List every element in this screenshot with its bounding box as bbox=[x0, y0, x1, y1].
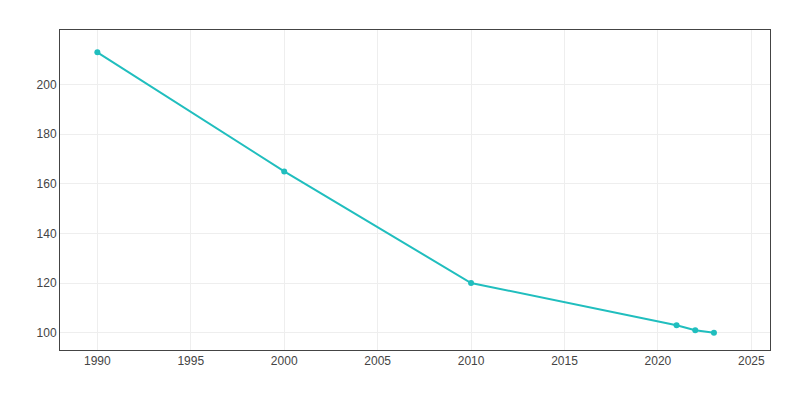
svg-text:180: 180 bbox=[37, 127, 57, 141]
svg-text:2000: 2000 bbox=[271, 354, 298, 368]
svg-text:200: 200 bbox=[37, 78, 57, 92]
svg-text:140: 140 bbox=[37, 227, 57, 241]
svg-text:2025: 2025 bbox=[738, 354, 765, 368]
svg-text:100: 100 bbox=[37, 326, 57, 340]
svg-text:2010: 2010 bbox=[458, 354, 485, 368]
svg-text:1990: 1990 bbox=[84, 354, 111, 368]
svg-text:2005: 2005 bbox=[364, 354, 391, 368]
svg-text:2020: 2020 bbox=[645, 354, 672, 368]
svg-text:1995: 1995 bbox=[177, 354, 204, 368]
svg-text:160: 160 bbox=[37, 177, 57, 191]
svg-text:120: 120 bbox=[37, 276, 57, 290]
svg-text:2015: 2015 bbox=[551, 354, 578, 368]
